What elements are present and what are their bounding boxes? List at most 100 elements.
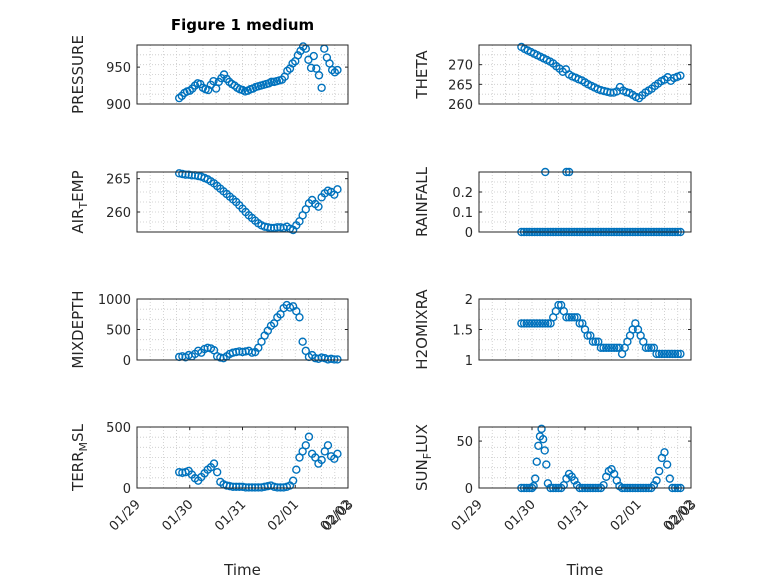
data-point (333, 449, 342, 459)
data-point (333, 185, 342, 194)
y-tick-label: 0 (123, 482, 131, 497)
subplot-air_temp: 260 265 AIRTEMP (69, 169, 349, 235)
data-point (333, 355, 342, 364)
data-point (530, 319, 539, 328)
y-axis-label: MIXDEPTH (69, 290, 87, 368)
data-point (540, 446, 549, 455)
data-point (562, 313, 571, 322)
axes-box (478, 171, 692, 233)
data-point (293, 51, 303, 60)
y-tick-label: 1 (465, 354, 473, 369)
y-tick-label: 260 (448, 98, 473, 113)
y-axis-label-text: PRESSURE (69, 35, 87, 114)
data-point (529, 481, 538, 491)
x-tick-label: 01/30 (502, 497, 539, 534)
axes-box (136, 426, 349, 489)
y-axis-label-tail: EMP (69, 170, 87, 201)
grid (479, 299, 691, 360)
data-point (673, 349, 682, 359)
data-point (522, 319, 531, 328)
y-tick-label: 0.1 (452, 206, 473, 221)
data-point (655, 349, 664, 359)
data-point (554, 300, 563, 310)
y-axis-label-text: RAINFALL (413, 166, 431, 237)
data-point (304, 432, 314, 441)
y-axis-label-tail: SL (69, 423, 87, 442)
data-point (570, 313, 579, 322)
data-point (330, 355, 339, 364)
y-tick-label: 0 (465, 226, 473, 241)
y-tick-label: 2 (465, 293, 473, 308)
y-axis-label: RAINFALL (413, 166, 431, 237)
axes-box (478, 426, 692, 489)
y-axis-label: TERRMSL (69, 423, 90, 492)
y-tick-label: 0 (123, 354, 131, 369)
data-point (306, 63, 316, 73)
data-point (525, 319, 534, 328)
x-tick-label: 01/29 (449, 497, 486, 534)
data-point (591, 337, 600, 346)
data-point (317, 455, 326, 465)
data-point (665, 474, 674, 483)
data-point (212, 467, 222, 477)
data-point (612, 343, 621, 352)
subplot-pressure: 900 950 PRESSURE Figure 1 medium (69, 16, 349, 114)
data-point (519, 319, 529, 328)
data-point (602, 343, 611, 352)
y-tick-label: 0.2 (452, 186, 473, 201)
y-axis-label-text: THETA (413, 50, 431, 100)
data-point (660, 448, 669, 457)
data-point (599, 343, 608, 352)
data-point (301, 441, 310, 450)
x-tick-label: 01/29 (107, 497, 144, 534)
data-point (538, 319, 547, 328)
axes-box (136, 298, 349, 361)
data-point (530, 474, 540, 483)
y-tick-label: 1000 (98, 293, 131, 308)
x-tick-label: 01/31 (212, 497, 249, 534)
y-axis-label: SUNFLUX (413, 424, 434, 491)
data-point (599, 480, 608, 490)
x-tick-label: 02/01 (608, 497, 645, 534)
data-point (527, 319, 537, 328)
y-axis-label-text: H2OMIXRA (413, 289, 431, 370)
data-point (209, 76, 218, 86)
data-point (314, 71, 324, 80)
series-h2omixra (517, 300, 685, 359)
y-axis-label-subscript: M (77, 442, 90, 452)
data-point (288, 476, 298, 485)
data-point (567, 313, 576, 322)
data-point (543, 319, 553, 328)
data-point (660, 349, 669, 359)
data-point (655, 466, 664, 476)
data-point (641, 343, 651, 352)
y-tick-label: 500 (106, 324, 131, 339)
data-point (564, 313, 574, 322)
data-point (267, 77, 276, 87)
data-point (532, 457, 541, 466)
data-point (541, 319, 550, 328)
grid (479, 172, 691, 232)
data-point (542, 460, 551, 469)
data-point (298, 337, 307, 346)
data-point (317, 83, 326, 92)
x-tick-label: 01/30 (159, 497, 196, 534)
data-point (588, 337, 598, 346)
data-point (209, 459, 219, 468)
data-point (533, 319, 542, 328)
y-axis-label-text: AIR (69, 209, 87, 234)
y-tick-label: 270 (448, 59, 473, 74)
x-axis-label: Time (566, 561, 604, 579)
y-axis-label-tail: LUX (413, 424, 431, 453)
data-point (537, 424, 546, 434)
y-tick-label: 0 (465, 482, 473, 497)
y-tick-label: 1.5 (452, 324, 473, 339)
series-sun_flux (517, 424, 685, 493)
y-axis-label-text: SUN (413, 459, 431, 491)
subplot-mixdepth: 0 500 1000 MIXDEPTH (69, 290, 349, 369)
y-tick-label: 265 (106, 173, 131, 188)
series-terr_msl (174, 432, 342, 492)
y-tick-label: 950 (106, 61, 131, 76)
